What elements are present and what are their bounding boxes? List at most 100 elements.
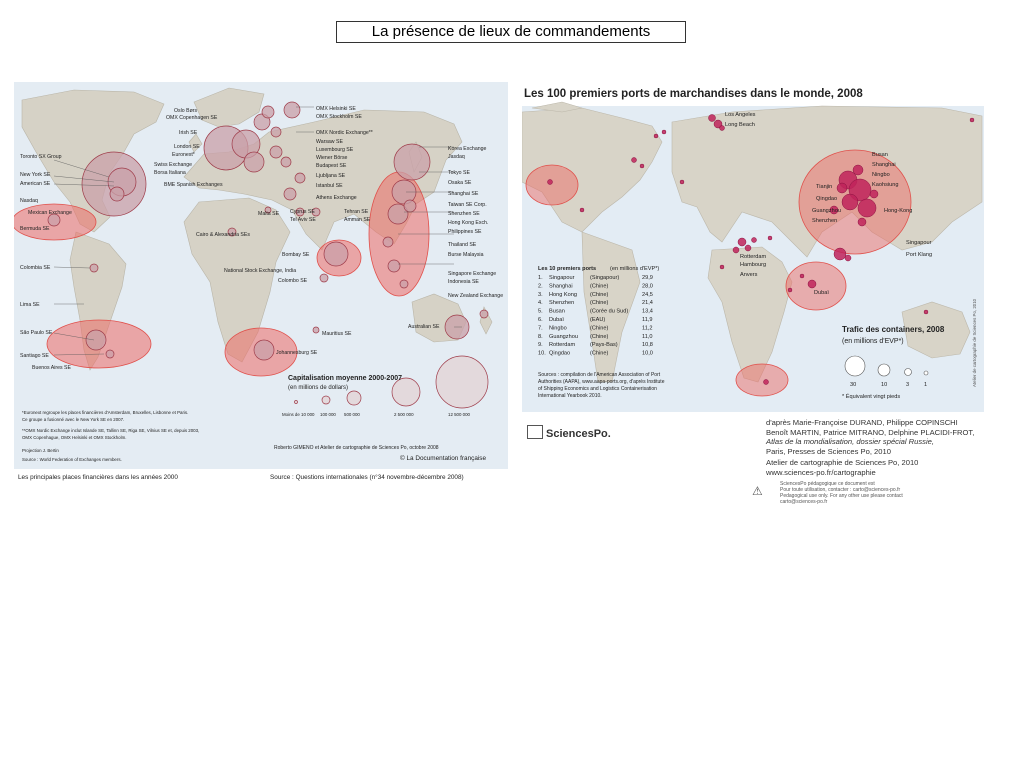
ports-map: Les 100 premiers ports de marchandises d… bbox=[522, 82, 984, 412]
footnote: *Euronext regroupe les places financière… bbox=[22, 410, 188, 415]
ranking-rank: 5. bbox=[538, 309, 543, 315]
containers-size-legend bbox=[844, 355, 929, 377]
exchange-label: OMX Nordic Exchange** bbox=[316, 130, 373, 136]
legend-value: 12 500 000 bbox=[448, 412, 471, 417]
warning-line: carto@sciences-po.fr bbox=[780, 498, 828, 505]
exchange-label: Bombay SE bbox=[282, 252, 310, 258]
exchange-label: Tehran SE bbox=[344, 209, 369, 215]
legend-value: 3 bbox=[906, 382, 909, 388]
map-source: Source : Questions internationales (n°34… bbox=[270, 473, 464, 481]
credit-atelier: Atelier de cartographie de Sciences Po, … bbox=[766, 458, 919, 468]
legend-value: 2 500 000 bbox=[394, 412, 414, 417]
ranking-country: (Chine) bbox=[590, 292, 608, 298]
ranking-value: 10,0 bbox=[642, 351, 653, 357]
port-label: Guangzhou bbox=[812, 208, 841, 214]
ranking-rank: 2. bbox=[538, 283, 543, 289]
exchange-label: National Stock Exchange, India bbox=[224, 268, 296, 274]
credit-line: d'après Marie-Françoise DURAND, Philippe… bbox=[766, 418, 958, 427]
source-line: International Yearbook 2010. bbox=[538, 393, 602, 399]
exchange-label: Singapore Exchange bbox=[448, 271, 496, 277]
legend-value: Moins de 10 000 bbox=[282, 412, 315, 417]
exchange-label: Philippines SE bbox=[448, 229, 482, 235]
exchange-label: Colombia SE bbox=[20, 265, 51, 271]
legend-subtitle: (en millions de dollars) bbox=[288, 385, 348, 391]
footnote: OMX Copenhague, OMX Helsinki et OMX Stoc… bbox=[22, 435, 126, 440]
port-label: Los Angeles bbox=[725, 112, 756, 118]
ranking-country: (Chine) bbox=[590, 334, 608, 340]
exchange-label: Shenzhen SE bbox=[448, 211, 480, 217]
ranking-port: Guangzhou bbox=[549, 334, 578, 340]
ranking-title: Les 10 premiers ports bbox=[538, 266, 596, 272]
containers-legend-title: Trafic des containers, 2008 bbox=[842, 325, 945, 334]
legend-title: Capitalisation moyenne 2000-2007 bbox=[288, 375, 402, 382]
credit-url: www.sciences-po.fr/cartographie bbox=[766, 467, 876, 477]
source-line: Sources : compilation de l'American Asso… bbox=[538, 372, 661, 378]
labels-europe-africa: Oslo Børs OMX Copenhagen SE Irish SE Lon… bbox=[154, 108, 352, 356]
exchange-label: Hong Kong Exch. bbox=[448, 220, 488, 226]
logo-text: SciencesPo. bbox=[546, 428, 611, 440]
sources: Sources : compilation de l'American Asso… bbox=[538, 372, 665, 399]
source-line: Authorities (AAPA), www.aapa-ports.org, … bbox=[538, 379, 665, 385]
footnote: **OMX Nordic Exchange inclut Islande SE,… bbox=[22, 428, 199, 433]
ranking-value: 28,0 bbox=[642, 283, 653, 289]
credit-line: Benoît MARTIN, Patrice MITRANO, Delphine… bbox=[766, 427, 975, 437]
size-legend bbox=[294, 355, 489, 409]
exchange-label: Oslo Børs bbox=[174, 108, 197, 114]
labels-americas: Toronto SX Group New York SE American SE… bbox=[20, 154, 72, 371]
exchange-label: São Paulo SE bbox=[20, 330, 53, 336]
exchange-label: Cairo & Alexandria SEs bbox=[196, 232, 250, 238]
exchange-label: BME Spanish Exchanges bbox=[164, 182, 223, 188]
map-credits: d'après Marie-Françoise DURAND, Philippe… bbox=[766, 418, 1016, 505]
ranking-port: Hong Kong bbox=[549, 292, 577, 298]
exchange-label: Taiwan SE Corp. bbox=[448, 202, 487, 208]
exchange-label: Bermuda SE bbox=[20, 226, 50, 232]
port-label: Anvers bbox=[740, 272, 758, 278]
legend-values: Moins de 10 000 100 000 500 000 2 500 00… bbox=[282, 412, 471, 417]
ranking-port: Shanghai bbox=[549, 283, 573, 289]
exchange-label: Burse Malaysia bbox=[448, 252, 484, 258]
ranking-value: 21,4 bbox=[642, 300, 653, 306]
exchange-label: Korea Exchange bbox=[448, 146, 486, 152]
port-label: Hong-Kong bbox=[884, 208, 912, 214]
port-labels: Los Angeles Long Beach Busan Shanghai Ni… bbox=[725, 112, 932, 296]
exchange-label: American SE bbox=[20, 181, 51, 187]
ranking-country: (Pays-Bas) bbox=[590, 342, 618, 348]
containers-legend-subtitle: (en millions d'EVP*) bbox=[842, 338, 904, 345]
containers-legend-values: 30 10 3 1 bbox=[850, 382, 927, 388]
exchange-label: Tel Aviv SE bbox=[290, 217, 316, 223]
ranking-country: (Corée du Sud) bbox=[590, 309, 628, 315]
exchange-label: Euronext* bbox=[172, 152, 195, 158]
ranking-value: 29,9 bbox=[642, 275, 653, 281]
ranking-port: Ningbo bbox=[549, 325, 567, 331]
ranking-value: 11,2 bbox=[642, 325, 652, 331]
exchange-label: OMX Helsinki SE bbox=[316, 106, 356, 112]
exchange-label: Lima SE bbox=[20, 302, 40, 308]
exchange-label: Swiss Exchange bbox=[154, 162, 192, 168]
exchange-label: Cyprus SE bbox=[290, 209, 315, 215]
port-label: Ningbo bbox=[872, 172, 890, 178]
ranking-country: (EAU) bbox=[590, 317, 605, 323]
exchange-label: Australian SE bbox=[408, 324, 440, 330]
leader-lines bbox=[53, 106, 462, 356]
port-dots bbox=[547, 114, 975, 385]
labels-asia: OMX Helsinki SE OMX Stockholm SE OMX Nor… bbox=[316, 106, 503, 330]
port-label: Port Klang bbox=[906, 252, 932, 258]
exchange-label: OMX Copenhagen SE bbox=[166, 115, 218, 121]
port-label: Tianjin bbox=[816, 184, 832, 190]
ranking-port: Busan bbox=[549, 309, 565, 315]
credit-warning: SciencesPo pédagogique ce document est P… bbox=[766, 481, 1016, 505]
ranking-rank: 9. bbox=[538, 342, 543, 348]
ranking-rank: 6. bbox=[538, 317, 543, 323]
exchange-label: Thailand SE bbox=[448, 242, 477, 248]
exchange-label: Irish SE bbox=[179, 130, 198, 136]
port-label: Rotterdam bbox=[740, 254, 766, 260]
exchange-label: Wiener Börse bbox=[316, 155, 348, 161]
ranking-country: (Singapour) bbox=[590, 275, 619, 281]
ranking-port: Qingdao bbox=[549, 351, 570, 357]
ranking-country: (Chine) bbox=[590, 300, 608, 306]
warning-line: SciencesPo pédagogique ce document est bbox=[780, 480, 875, 487]
legend-value: 500 000 bbox=[344, 412, 360, 417]
exchange-label: London SE bbox=[174, 144, 200, 150]
ranking-rank: 10. bbox=[538, 351, 546, 357]
ports-map-title: Les 100 premiers ports de marchandises d… bbox=[524, 88, 863, 100]
